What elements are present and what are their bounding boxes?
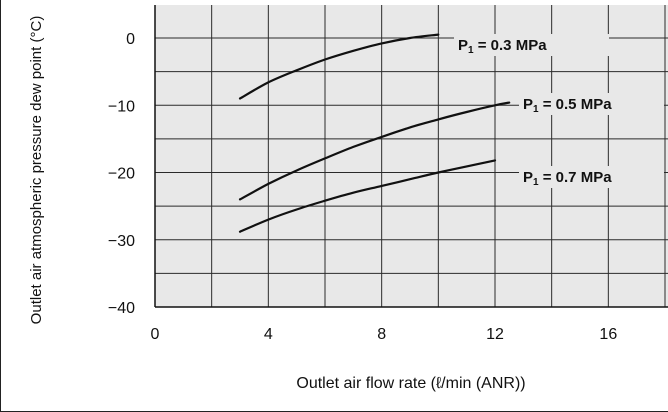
series-label: P1 = 0.7 MPa: [523, 169, 612, 188]
x-tick-label: 0: [151, 326, 160, 343]
series-line: [238, 159, 497, 233]
y-tick-label: −40: [108, 300, 135, 317]
series-label: P1 = 0.5 MPa: [523, 96, 612, 115]
series-labels: P1 = 0.3 MPa P1 = 0.5 MPa P1 = 0.7 MPa: [454, 34, 664, 188]
y-tick-label: 0: [126, 31, 135, 48]
series-label-background: [519, 166, 664, 188]
x-tick-label: 8: [377, 326, 386, 343]
series-line: [238, 101, 511, 201]
axes: [154, 5, 668, 308]
x-tick-label: 16: [599, 326, 617, 343]
x-tick-label: 12: [486, 326, 504, 343]
y-tick-label: −10: [108, 98, 135, 115]
series-label: P1 = 0.3 MPa: [458, 37, 547, 56]
series-label-background: [519, 93, 664, 115]
series-label-background: [454, 34, 609, 56]
series-layer: [238, 33, 511, 233]
x-axis-title: Outlet air flow rate (ℓ/min (ANR)): [296, 375, 525, 392]
y-tick-label: −30: [108, 233, 135, 250]
y-axis-title: Outlet air atmospheric pressure dew poin…: [28, 16, 45, 325]
y-tick-label: −20: [108, 166, 135, 183]
x-tick-label: 4: [264, 326, 273, 343]
series-line: [238, 33, 440, 100]
tick-labels: 0 −10 −20 −30 −40 0 4 8 12 16: [108, 31, 617, 343]
